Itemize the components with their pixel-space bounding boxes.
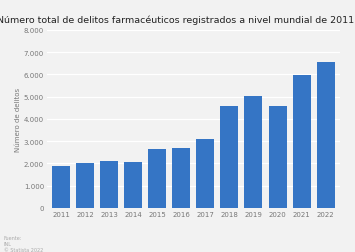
Y-axis label: Número de delitos: Número de delitos	[15, 87, 21, 151]
Bar	[148, 149, 166, 208]
Bar	[52, 166, 70, 208]
Bar	[245, 96, 262, 208]
Title: Número total de delitos farmacéuticos registrados a nivel mundial de 2011 a 2022: Número total de delitos farmacéuticos re…	[0, 15, 355, 24]
Bar	[220, 106, 239, 208]
Bar	[268, 106, 286, 208]
Bar	[173, 148, 190, 208]
Bar	[317, 63, 335, 208]
Bar	[100, 161, 118, 208]
Bar	[293, 76, 311, 208]
Bar	[76, 164, 94, 208]
Bar	[196, 139, 214, 208]
Bar	[124, 163, 142, 208]
Text: Fuente:
INL
© Statista 2022: Fuente: INL © Statista 2022	[4, 235, 43, 252]
